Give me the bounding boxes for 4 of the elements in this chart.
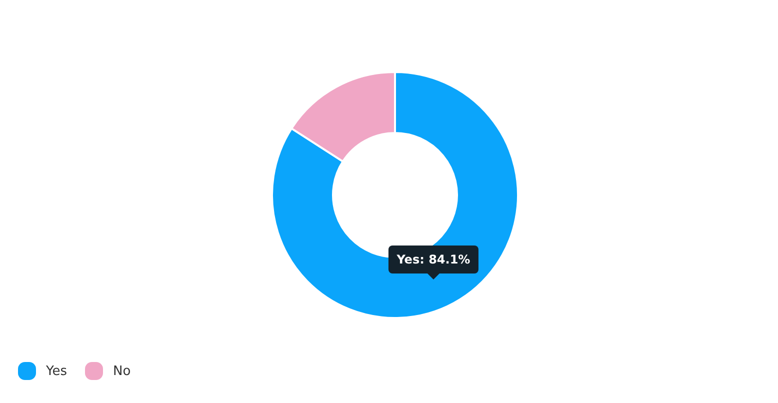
data-label: Yes: 84.1% [396,252,470,266]
donut-slice [271,71,519,319]
legend-label: Yes [46,364,67,378]
legend-label: No [113,364,131,378]
